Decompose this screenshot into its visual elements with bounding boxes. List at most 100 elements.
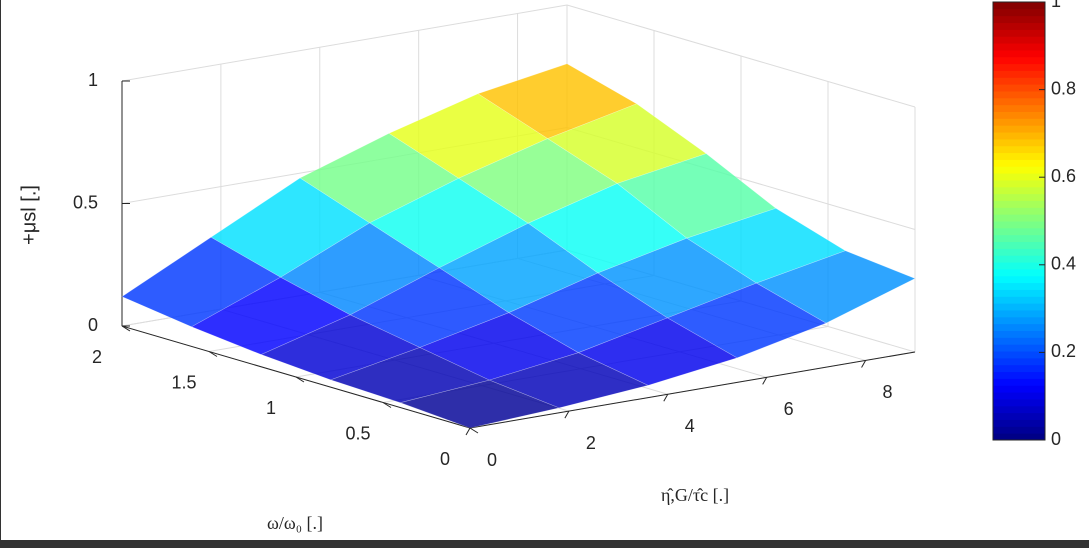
colorbar-step: [993, 22, 1045, 30]
colorbar-step: [993, 323, 1045, 331]
y-tick-label: 2: [586, 433, 596, 453]
colorbar-step: [993, 378, 1045, 386]
colorbar-step: [993, 15, 1045, 24]
colorbar-step: [993, 392, 1045, 400]
colorbar-step: [993, 145, 1045, 154]
colorbar-tick-label: 0.8: [1051, 78, 1076, 98]
colorbar-step: [993, 433, 1045, 441]
plot-area: 0 0.5 1 1.5 2 0 2 4 6 8 0 0.5 1 0 0.2 0.4 0.6 0.8 1: [73, 0, 1076, 470]
colorbar-step: [993, 330, 1045, 338]
colorbar-step: [993, 56, 1045, 65]
colorbar-step: [993, 316, 1045, 325]
colorbar-step: [993, 255, 1045, 263]
colorbar-step: [993, 104, 1045, 112]
colorbar-step: [993, 36, 1045, 44]
colorbar-step: [993, 152, 1045, 160]
z-tick-label: 0.5: [73, 192, 98, 212]
colorbar-step: [993, 77, 1045, 85]
colorbar-step: [993, 90, 1045, 99]
colorbar-step: [993, 70, 1045, 78]
colorbar-step: [993, 398, 1045, 407]
colorbar-step: [993, 138, 1045, 147]
frame-bottom: [0, 540, 1089, 548]
colorbar-step: [993, 303, 1045, 311]
y-tick: [663, 393, 669, 402]
surface-patch: [399, 379, 561, 429]
colorbar-step: [993, 419, 1045, 427]
y-tick-label: 0: [487, 450, 497, 470]
x-tick-label: 0: [440, 449, 450, 469]
z-tick-label: 0: [88, 315, 98, 335]
surface-patch: [457, 138, 618, 224]
y-tick-label: 8: [883, 382, 893, 402]
y-axis-label: η̂,G/τ̂c [.]: [661, 485, 729, 505]
surface-patch: [616, 153, 777, 239]
y-tick: [465, 427, 471, 436]
colorbar-step: [993, 344, 1045, 352]
colorbar-step: [993, 63, 1045, 71]
surface-patch: [546, 103, 707, 184]
colorbar-step: [993, 173, 1045, 181]
colorbar-step: [993, 248, 1045, 256]
surface-patch: [329, 347, 491, 404]
x-tick: [295, 376, 305, 383]
surface-patch: [527, 183, 688, 274]
colorbar-step: [993, 227, 1045, 236]
x-tick-label: 0.5: [345, 423, 370, 443]
colorbar-step: [993, 289, 1045, 297]
colorbar-step: [993, 241, 1045, 249]
x-tick-label: 1.5: [171, 372, 196, 392]
y-axis: [469, 351, 916, 429]
x-tick: [469, 427, 479, 434]
colorbar-step: [993, 207, 1045, 215]
colorbar-step: [993, 179, 1045, 188]
colorbar-step: [993, 193, 1045, 201]
surface-patch: [577, 317, 738, 386]
colorbar-step: [993, 97, 1045, 106]
colorbar-frame: [992, 1, 1046, 441]
colorbar-step: [993, 234, 1045, 243]
colorbar-step: [993, 412, 1045, 420]
y-tick: [861, 360, 866, 368]
y-tick: [564, 410, 570, 419]
y-tick-label: 4: [685, 416, 695, 436]
x-tick: [208, 351, 218, 357]
colorbar-step: [993, 268, 1045, 277]
colorbar-step: [993, 84, 1045, 92]
x-tick: [382, 402, 392, 408]
colorbar-step: [993, 385, 1045, 393]
colorbar-step: [993, 43, 1045, 51]
z-axis-label: +μsl [.]: [18, 185, 40, 245]
surface-patch: [260, 314, 421, 381]
surface-patch: [666, 282, 827, 359]
colorbar-tick-label: 0.6: [1051, 166, 1076, 186]
colorbar-step: [993, 357, 1045, 366]
colorbar-step: [993, 166, 1045, 174]
colorbar-tick-label: 0.2: [1051, 341, 1076, 361]
colorbar-step: [993, 111, 1045, 119]
x-tick-label: 1: [266, 398, 276, 418]
colorbar-step: [993, 426, 1045, 434]
colorbar-step: [993, 296, 1045, 304]
colorbar-step: [993, 282, 1045, 290]
x-axis-label: ω/ω₀ [.]: [267, 513, 323, 533]
colorbar-step: [993, 371, 1045, 379]
grid-line: [121, 4, 568, 82]
surface-patch: [121, 236, 282, 328]
colorbar-step: [993, 337, 1045, 345]
colorbar-step: [993, 262, 1045, 270]
colorbar-step: [993, 221, 1045, 229]
x-tick-label: 2: [92, 347, 102, 367]
z-tick-label: 1: [88, 70, 98, 90]
surface-patch: [419, 312, 580, 381]
colorbar-step: [993, 214, 1045, 222]
colorbar-step: [993, 186, 1045, 195]
colorbar-step: [993, 405, 1045, 414]
colorbar-tick-label: 0: [1051, 429, 1061, 449]
colorbar-step: [993, 200, 1045, 208]
colorbar-step: [993, 118, 1045, 126]
colorbar-step: [993, 309, 1045, 318]
colorbar-step: [993, 8, 1045, 17]
